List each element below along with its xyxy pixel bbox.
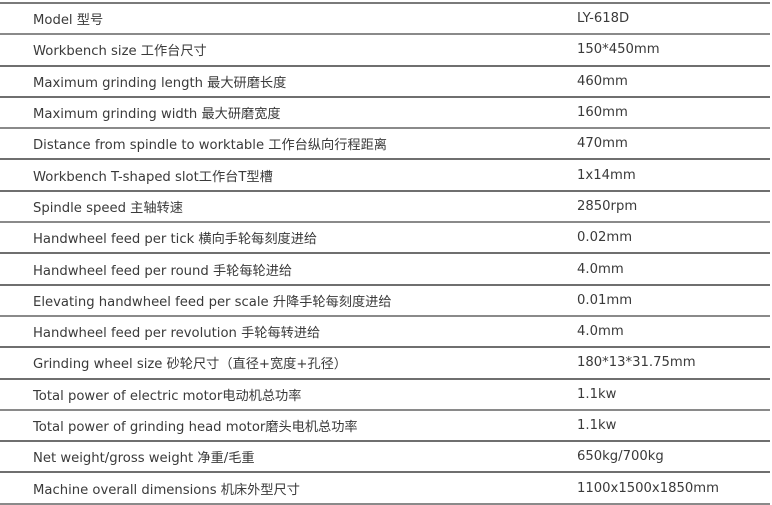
- table-row: Workbench T-shaped slot工作台T型槽 1x14mm: [0, 160, 770, 192]
- spec-parameter: Model 型号: [33, 13, 104, 29]
- spec-parameter: Maximum grinding width 最大研磨宽度: [33, 107, 281, 123]
- table-row: Model 型号 LY-618D: [0, 4, 770, 36]
- table-row: Net weight/gross weight 净重/毛重 650kg/700kg: [0, 442, 770, 474]
- spec-parameter: Spindle speed 主轴转速: [33, 200, 183, 216]
- spec-value: 1.1kw: [577, 418, 617, 433]
- spec-value: 180*13*31.75mm: [577, 355, 696, 371]
- spec-parameter: Maximum grinding length 最大研磨长度: [33, 75, 287, 91]
- spec-parameter: Total power of electric motor电动机总功率: [33, 388, 302, 404]
- spec-value: 1.1kw: [577, 386, 617, 402]
- spec-value: 4.0mm: [577, 261, 624, 277]
- spec-value: LY-618D: [577, 11, 630, 27]
- spec-parameter: Grinding wheel size 砂轮尺寸（直径+宽度+孔径）: [33, 357, 347, 373]
- table-row: Machine overall dimensions 机床外型尺寸 1100x15…: [0, 473, 770, 505]
- spec-parameter: Workbench size 工作台尺寸: [33, 44, 207, 60]
- spec-value: 460mm: [577, 73, 628, 89]
- spec-value: 0.02mm: [577, 230, 633, 246]
- table-row: Maximum grinding length 最大研磨长度 460mm: [0, 67, 770, 98]
- table-row: Maximum grinding width 最大研磨宽度 160mm: [0, 98, 770, 130]
- spec-value: 4.0mm: [577, 324, 624, 340]
- table-row: Workbench size 工作台尺寸 150*450mm: [0, 35, 770, 67]
- spec-parameter: Total power of grinding head motor磨头电机总功…: [33, 420, 358, 435]
- spec-value: 160mm: [577, 105, 628, 121]
- spec-parameter: Workbench T-shaped slot工作台T型槽: [33, 169, 273, 185]
- table-row: Total power of grinding head motor磨头电机总功…: [0, 411, 770, 443]
- table-row: Distance from spindle to worktable 工作台纵向…: [0, 129, 770, 161]
- spec-parameter: Handwheel feed per tick 横向手轮每刻度进给: [33, 232, 318, 248]
- spec-value: 1100x1500x1850mm: [577, 480, 719, 496]
- table-row: Handwheel feed per tick 横向手轮每刻度进给 0.02mm: [0, 223, 770, 255]
- spec-parameter: Distance from spindle to worktable 工作台纵向…: [33, 138, 387, 154]
- spec-value: 150*450mm: [577, 42, 660, 58]
- spec-value: 2850rpm: [577, 198, 638, 214]
- spec-parameter: Handwheel feed per round 手轮每轮进给: [33, 263, 293, 279]
- table-row: Grinding wheel size 砂轮尺寸（直径+宽度+孔径） 180*13…: [0, 348, 770, 380]
- spec-value: 0.01mm: [577, 292, 633, 308]
- spec-value: 1x14mm: [577, 167, 636, 183]
- table-row: Handwheel feed per round 手轮每轮进给 4.0mm: [0, 254, 770, 286]
- spec-parameter: Net weight/gross weight 净重/毛重: [33, 451, 255, 467]
- spec-parameter: Elevating handwheel feed per scale 升降手轮每…: [33, 294, 392, 310]
- table-row: Total power of electric motor电动机总功率 1.1kw: [0, 380, 770, 411]
- spec-parameter: Machine overall dimensions 机床外型尺寸: [33, 482, 300, 498]
- spec-value: 650kg/700kg: [577, 449, 664, 465]
- spec-parameter: Handwheel feed per revolution 手轮每转进给: [33, 326, 321, 342]
- table-row: Handwheel feed per revolution 手轮每转进给 4.0m…: [0, 317, 770, 349]
- table-row: Elevating handwheel feed per scale 升降手轮每…: [0, 286, 770, 317]
- spec-value: 470mm: [577, 136, 628, 152]
- table-row: Spindle speed 主轴转速 2850rpm: [0, 192, 770, 224]
